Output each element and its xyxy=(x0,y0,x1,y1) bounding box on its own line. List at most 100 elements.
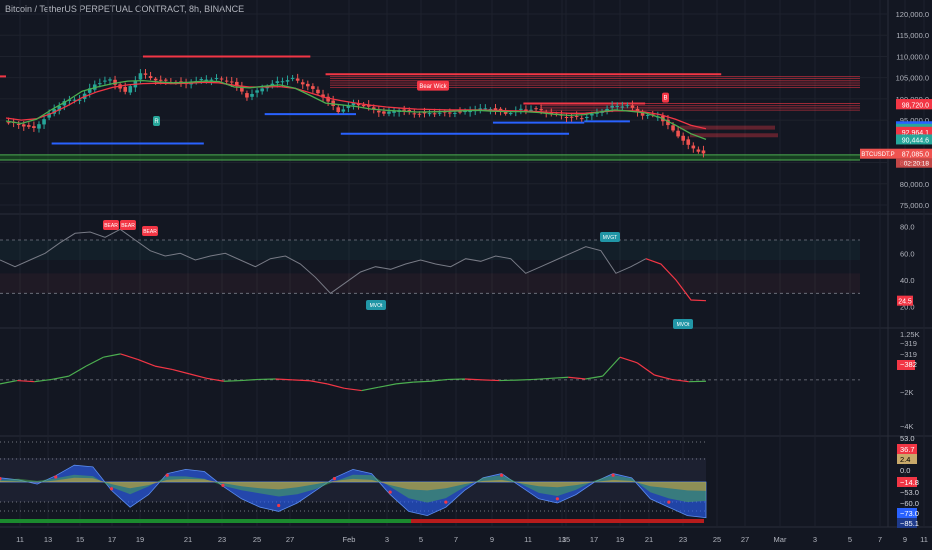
candle-body xyxy=(331,100,335,106)
candle-body xyxy=(326,96,330,102)
candle-body xyxy=(453,112,457,114)
osc-line-segment xyxy=(550,376,569,379)
osc-line-segment xyxy=(430,378,448,382)
candle-body xyxy=(493,108,498,111)
wave-signal-dot xyxy=(444,500,448,504)
price-label-text: 87,085.0 xyxy=(902,152,929,159)
candle-body xyxy=(163,79,168,81)
price-label-text: 98,720.0 xyxy=(902,102,929,109)
candle-body xyxy=(306,83,310,87)
candle-body xyxy=(47,113,51,118)
candle-body xyxy=(569,116,574,118)
wave-label-bg xyxy=(897,508,917,518)
resistance-box xyxy=(680,125,775,130)
candle-body xyxy=(407,110,412,112)
candle-body xyxy=(630,105,635,108)
candle-body xyxy=(534,108,538,110)
osc-line-segment xyxy=(482,379,500,382)
osc-line-segment xyxy=(309,380,328,385)
osc-line-segment xyxy=(51,375,69,381)
candle-body xyxy=(539,109,543,111)
wave-tick-label: −53.0 xyxy=(900,488,919,497)
candle-body xyxy=(42,119,46,125)
wave-tick-label: 36.7 xyxy=(900,445,915,454)
time-tick-label: 25 xyxy=(713,535,721,544)
time-tick-label: 19 xyxy=(616,535,624,544)
candle-body xyxy=(62,101,67,106)
wave-tick-label: 0.0 xyxy=(900,466,910,475)
time-tick-label: 3 xyxy=(385,535,389,544)
countdown-bg xyxy=(896,158,932,168)
candle-body xyxy=(584,116,589,118)
osc-line-segment xyxy=(17,379,35,383)
price-label-bg xyxy=(896,148,932,159)
osc-line-segment xyxy=(327,383,345,389)
candle-body xyxy=(32,126,36,128)
osc-line-segment xyxy=(34,378,52,383)
candle-body xyxy=(615,105,620,107)
mvg-tag-bg xyxy=(600,232,620,242)
osc-tick-label: 1.25K xyxy=(900,330,920,339)
candle-body xyxy=(158,79,163,81)
candle-body xyxy=(341,109,346,112)
osc-line-segment xyxy=(533,377,552,381)
bear-tag-bg xyxy=(142,226,158,236)
wave-signal-dot xyxy=(500,473,504,477)
candle-body xyxy=(275,81,280,83)
candle-body xyxy=(16,123,21,125)
wave-signal-dot xyxy=(221,483,225,487)
bear-tag-text: BEAR xyxy=(104,223,118,229)
candle-body xyxy=(77,99,82,101)
mvo-tag-bg xyxy=(673,319,693,329)
rsi-upper-band xyxy=(0,240,860,260)
bear-tag-bg xyxy=(120,220,136,230)
wave-signal-dot xyxy=(388,490,392,494)
time-tick-label: Feb xyxy=(343,535,356,544)
candle-body xyxy=(590,114,594,116)
candle-body xyxy=(519,108,523,110)
time-tick-label: Mar xyxy=(774,535,787,544)
candle-body xyxy=(361,105,366,107)
wave-tick-label: −60.0 xyxy=(900,499,919,508)
candle-body xyxy=(417,113,422,115)
price-label-bg xyxy=(896,134,932,145)
candle-body xyxy=(432,113,437,115)
time-tick-label: 7 xyxy=(878,535,882,544)
price-label-bg xyxy=(896,99,932,110)
time-tick-label: 9 xyxy=(490,535,494,544)
osc-line-segment xyxy=(568,376,586,380)
candle-body xyxy=(295,78,300,81)
rsi-lower-band xyxy=(0,273,860,294)
candle-body xyxy=(37,124,41,129)
countdown-text: 02:20:18 xyxy=(904,161,930,168)
candle-body xyxy=(209,79,214,81)
osc-line-segment xyxy=(103,353,121,358)
osc-current-bg xyxy=(897,360,915,370)
candle-body xyxy=(67,99,72,102)
price-label-bg xyxy=(896,126,932,137)
candle-body xyxy=(701,150,706,154)
time-tick-label: 23 xyxy=(218,535,226,544)
osc-line-segment xyxy=(378,383,397,388)
candle-body xyxy=(508,113,513,115)
osc-line-segment xyxy=(654,374,672,381)
time-tick-label: 7 xyxy=(454,535,458,544)
wave-yellow-area xyxy=(0,477,706,491)
time-tick-label: 19 xyxy=(136,535,144,544)
time-tick-label: 23 xyxy=(679,535,687,544)
candle-body xyxy=(72,99,77,101)
candle-body xyxy=(346,105,351,108)
wave-signal-dot xyxy=(165,473,169,477)
candle-body xyxy=(21,124,26,127)
mvo-tag-bg xyxy=(366,300,386,310)
osc-tick-label: −2K xyxy=(900,388,914,397)
candle-body xyxy=(387,111,391,114)
osc-line-segment xyxy=(68,365,87,377)
osc-line-segment xyxy=(464,378,483,381)
candle-body xyxy=(148,76,153,79)
candle-body xyxy=(270,83,275,86)
price-tick-label: 120,000.0 xyxy=(896,10,929,19)
rsi-current-text: 24.5 xyxy=(898,299,912,306)
